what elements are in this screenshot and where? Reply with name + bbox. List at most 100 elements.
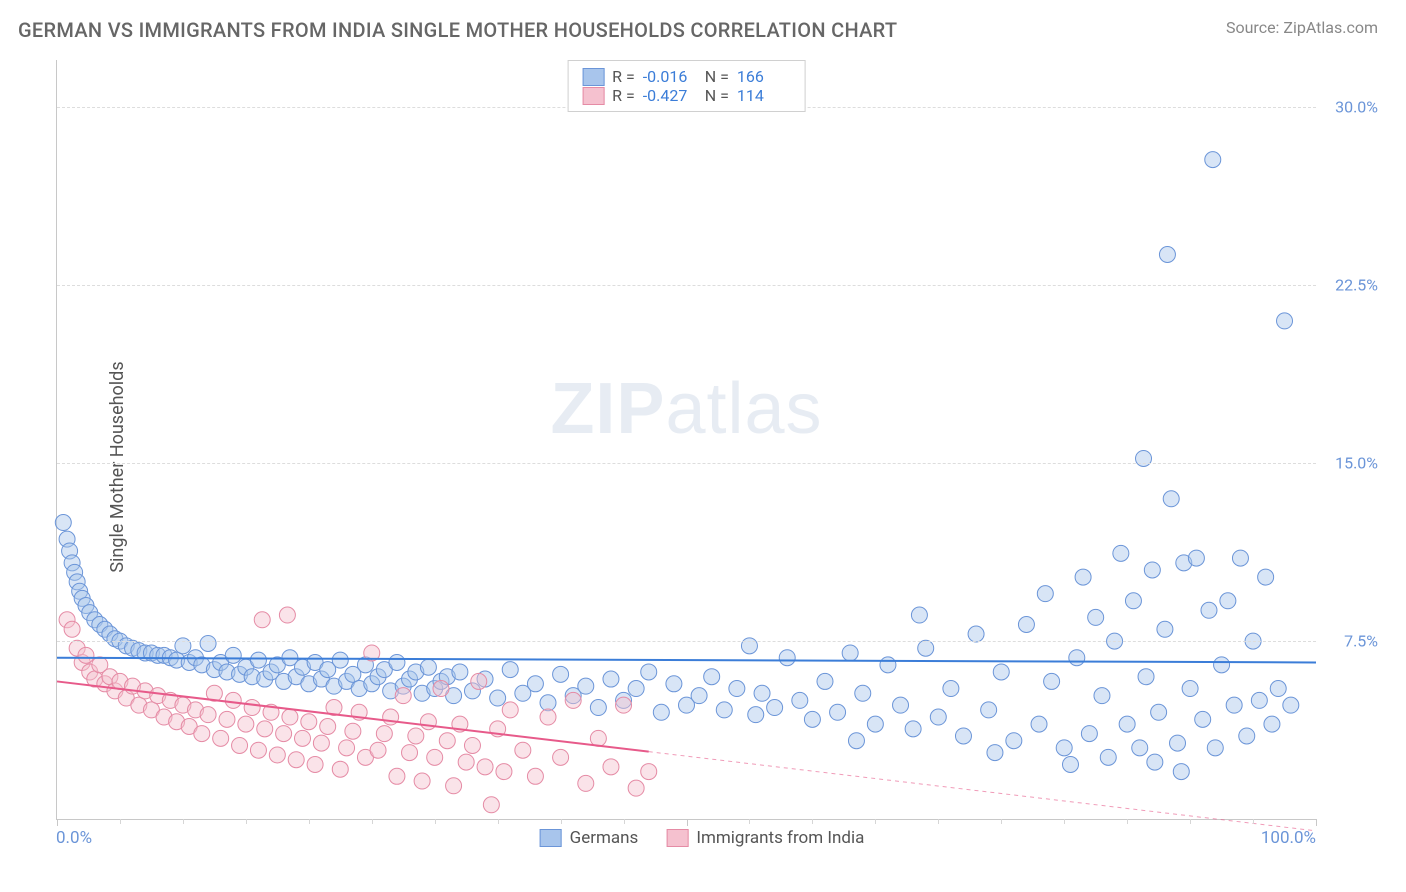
data-point xyxy=(691,688,707,704)
gridline xyxy=(57,285,1316,286)
data-point xyxy=(1031,716,1047,732)
data-point xyxy=(1151,704,1167,720)
data-point xyxy=(603,671,619,687)
data-point xyxy=(339,740,355,756)
data-point xyxy=(1132,740,1148,756)
data-point xyxy=(471,673,487,689)
data-point xyxy=(1264,716,1280,732)
legend-n-value-india: 114 xyxy=(737,86,791,105)
data-point xyxy=(1157,621,1173,637)
data-point xyxy=(1037,586,1053,602)
data-point xyxy=(502,662,518,678)
data-point xyxy=(993,664,1009,680)
data-point xyxy=(269,747,285,763)
legend-n-label: N = xyxy=(705,86,729,105)
data-point xyxy=(1258,569,1274,585)
data-point xyxy=(553,666,569,682)
data-point xyxy=(244,700,260,716)
data-point xyxy=(200,707,216,723)
data-point xyxy=(55,515,71,531)
data-point xyxy=(880,657,896,673)
data-point xyxy=(590,730,606,746)
data-point xyxy=(628,780,644,796)
data-point xyxy=(295,730,311,746)
data-point xyxy=(254,612,270,628)
plot-area: ZIPatlas R = -0.016 N = 166 R = -0.427 N… xyxy=(56,60,1316,820)
legend-swatch-india xyxy=(582,87,604,105)
legend-r-label: R = xyxy=(612,67,635,86)
data-point xyxy=(1207,740,1223,756)
data-point xyxy=(477,759,493,775)
data-point xyxy=(307,756,323,772)
data-point xyxy=(376,726,392,742)
legend-swatch-germans xyxy=(582,68,604,86)
x-axis-label-min: 0.0% xyxy=(56,828,92,848)
data-point xyxy=(395,688,411,704)
legend-row-germans: R = -0.016 N = 166 xyxy=(582,67,791,86)
data-point xyxy=(1006,733,1022,749)
chart-header: GERMAN VS IMMIGRANTS FROM INDIA SINGLE M… xyxy=(0,0,1406,50)
data-point xyxy=(446,778,462,794)
data-point xyxy=(464,737,480,753)
data-point xyxy=(225,692,241,708)
data-point xyxy=(911,607,927,623)
data-point xyxy=(779,650,795,666)
data-point xyxy=(641,664,657,680)
data-point xyxy=(848,733,864,749)
y-tick-label: 22.5% xyxy=(1335,276,1378,295)
data-point xyxy=(225,647,241,663)
data-point xyxy=(1125,593,1141,609)
x-tick xyxy=(812,819,813,824)
chart-container: Single Mother Households ZIPatlas R = -0… xyxy=(18,60,1386,874)
chart-source: Source: ZipAtlas.com xyxy=(1226,18,1378,37)
data-point xyxy=(1159,246,1175,262)
correlation-legend: R = -0.016 N = 166 R = -0.427 N = 114 xyxy=(567,60,806,112)
legend-r-value-india: -0.427 xyxy=(643,86,697,105)
x-tick xyxy=(624,819,625,824)
data-point xyxy=(458,754,474,770)
x-tick xyxy=(1001,819,1002,824)
data-point xyxy=(332,761,348,777)
data-point xyxy=(830,704,846,720)
data-point xyxy=(1283,697,1299,713)
x-tick xyxy=(1064,819,1065,824)
data-point xyxy=(855,685,871,701)
data-point xyxy=(213,730,229,746)
x-tick xyxy=(1127,819,1128,824)
data-point xyxy=(1232,550,1248,566)
scatter-svg xyxy=(57,60,1316,819)
data-point xyxy=(1147,754,1163,770)
data-point xyxy=(408,728,424,744)
legend-n-value-germans: 166 xyxy=(737,67,791,86)
x-axis-label-max: 100.0% xyxy=(1261,828,1316,848)
data-point xyxy=(616,697,632,713)
data-point xyxy=(792,692,808,708)
data-point xyxy=(320,718,336,734)
data-point xyxy=(420,659,436,675)
x-tick xyxy=(938,819,939,824)
x-tick xyxy=(372,819,373,824)
data-point xyxy=(276,726,292,742)
data-point xyxy=(1100,749,1116,765)
data-point xyxy=(515,742,531,758)
data-point xyxy=(313,735,329,751)
x-tick xyxy=(498,819,499,824)
data-point xyxy=(628,681,644,697)
data-point xyxy=(527,768,543,784)
data-point xyxy=(238,716,254,732)
data-point xyxy=(345,723,361,739)
data-point xyxy=(1188,550,1204,566)
data-point xyxy=(578,775,594,791)
data-point xyxy=(1182,681,1198,697)
data-point xyxy=(1075,569,1091,585)
data-point xyxy=(194,726,210,742)
legend-n-label: N = xyxy=(705,67,729,86)
data-point xyxy=(729,681,745,697)
data-point xyxy=(496,764,512,780)
data-point xyxy=(1205,152,1221,168)
legend-item-india: Immigrants from India xyxy=(666,828,864,848)
data-point xyxy=(804,711,820,727)
legend-label-germans: Germans xyxy=(570,828,639,848)
data-point xyxy=(1201,602,1217,618)
data-point xyxy=(490,690,506,706)
